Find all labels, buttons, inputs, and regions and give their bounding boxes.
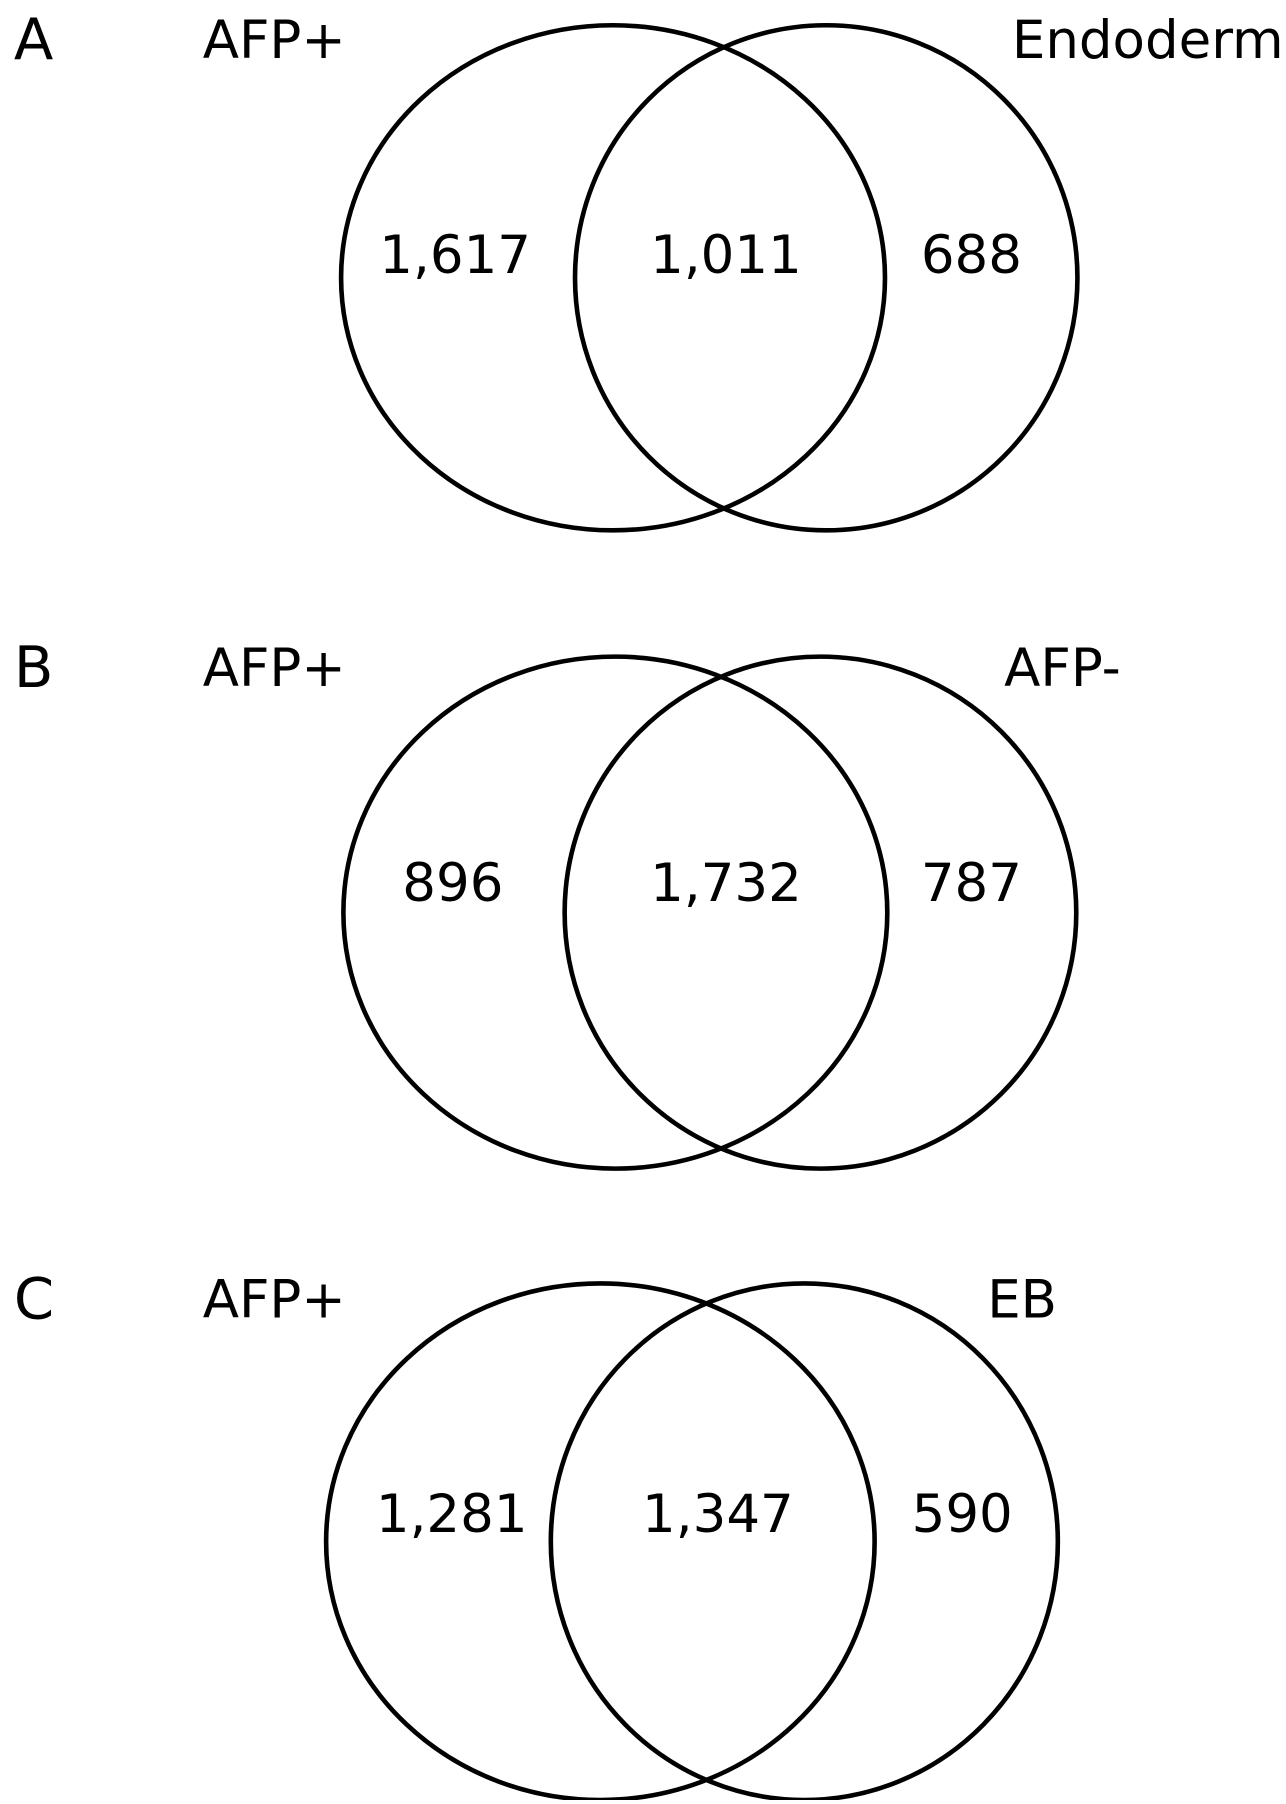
- panel-label: B: [14, 634, 54, 701]
- panel-label: C: [14, 1266, 54, 1333]
- set-circle: [572, 22, 1080, 533]
- set-label: AFP+: [203, 638, 346, 699]
- region-count: 1,281: [376, 1484, 528, 1545]
- set-label: Endoderm: [1012, 10, 1284, 71]
- set-label: AFP-: [1004, 638, 1121, 699]
- set-label: AFP+: [203, 1270, 346, 1331]
- region-count: 688: [921, 225, 1022, 286]
- set-circle: [341, 654, 890, 1171]
- region-count: 1,011: [650, 225, 802, 286]
- region-count: 590: [912, 1484, 1013, 1545]
- set-label: AFP+: [203, 10, 346, 71]
- set-circle: [338, 22, 888, 533]
- region-count: 787: [921, 853, 1022, 914]
- region-count: 896: [402, 853, 503, 914]
- set-circle: [562, 654, 1079, 1171]
- region-count: 1,732: [650, 853, 802, 914]
- panel-label: A: [14, 6, 53, 73]
- region-count: 1,617: [379, 225, 531, 286]
- set-label: EB: [987, 1270, 1057, 1331]
- region-count: 1,347: [642, 1484, 794, 1545]
